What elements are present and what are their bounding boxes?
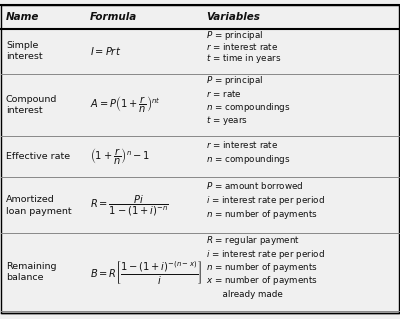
Text: $t$ = years: $t$ = years <box>206 114 248 127</box>
Text: $i$ = interest rate per period: $i$ = interest rate per period <box>206 194 325 207</box>
Text: $n$ = compoundings: $n$ = compoundings <box>206 100 290 114</box>
Text: $n$ = compoundings: $n$ = compoundings <box>206 152 290 166</box>
Text: Amortized
loan payment: Amortized loan payment <box>6 195 72 216</box>
Text: $P$ = principal: $P$ = principal <box>206 29 263 41</box>
Text: $B = R\left[\dfrac{1-(1+i)^{-(n-x)}}{i}\right]$: $B = R\left[\dfrac{1-(1+i)^{-(n-x)}}{i}\… <box>90 259 202 286</box>
Text: $x$ = number of payments: $x$ = number of payments <box>206 274 318 287</box>
Text: $n$ = number of payments: $n$ = number of payments <box>206 208 318 221</box>
Text: $R$ = regular payment: $R$ = regular payment <box>206 234 300 247</box>
Text: $\left(1 + \dfrac{r}{n}\right)^{n} - 1$: $\left(1 + \dfrac{r}{n}\right)^{n} - 1$ <box>90 147 150 167</box>
Text: $r$ = rate: $r$ = rate <box>206 88 242 100</box>
Text: $t$ = time in years: $t$ = time in years <box>206 52 281 65</box>
Text: $r$ = interest rate: $r$ = interest rate <box>206 41 278 53</box>
Text: Simple
interest: Simple interest <box>6 41 43 61</box>
Text: $A = P\left(1 + \dfrac{r}{n}\right)^{nt}$: $A = P\left(1 + \dfrac{r}{n}\right)^{nt}… <box>90 95 161 115</box>
Text: $I = Prt$: $I = Prt$ <box>90 45 121 57</box>
Text: Formula: Formula <box>90 12 137 22</box>
Text: Name: Name <box>6 12 39 22</box>
Text: already made: already made <box>206 290 283 299</box>
Text: $n$ = number of payments: $n$ = number of payments <box>206 261 318 274</box>
Text: $R = \dfrac{Pi}{1-(1+i)^{-n}}$: $R = \dfrac{Pi}{1-(1+i)^{-n}}$ <box>90 193 169 218</box>
Text: $P$ = principal: $P$ = principal <box>206 74 263 87</box>
Text: $P$ = amount borrowed: $P$ = amount borrowed <box>206 180 304 191</box>
Text: Remaining
balance: Remaining balance <box>6 262 56 282</box>
Text: Variables: Variables <box>206 12 260 22</box>
Text: $i$ = interest rate per period: $i$ = interest rate per period <box>206 248 325 261</box>
Text: Compound
interest: Compound interest <box>6 95 57 115</box>
Text: Effective rate: Effective rate <box>6 152 70 161</box>
Text: $r$ = interest rate: $r$ = interest rate <box>206 139 278 150</box>
